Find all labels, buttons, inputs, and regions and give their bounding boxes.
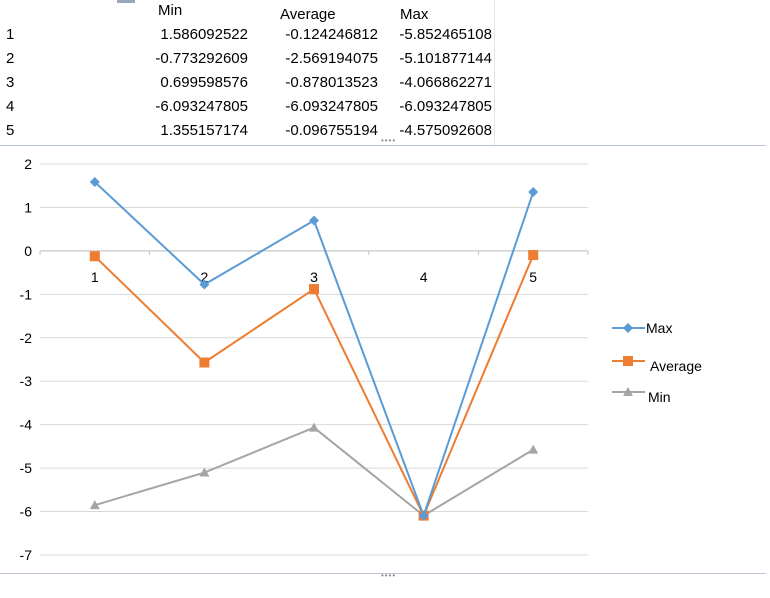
x-tick-label: 4	[420, 269, 428, 285]
data-point-max[interactable]	[89, 176, 100, 187]
data-point-min[interactable]	[199, 467, 210, 477]
data-point-max[interactable]	[199, 279, 210, 290]
data-point-max[interactable]	[418, 510, 429, 521]
cell-max[interactable]: -6.093247805	[399, 98, 492, 115]
y-tick-label: -1	[20, 286, 33, 302]
y-tick-label: 1	[24, 199, 32, 215]
legend-marker-min	[623, 387, 633, 396]
data-point-average[interactable]	[89, 251, 100, 262]
cell-average[interactable]: -0.096755194	[285, 122, 378, 139]
data-point-average[interactable]	[528, 250, 539, 261]
cell-max[interactable]: -5.852465108	[399, 26, 492, 43]
cell-average[interactable]: -6.093247805	[285, 98, 378, 115]
legend-label-max[interactable]: Max	[646, 320, 672, 336]
cell-average[interactable]: -0.124246812	[285, 26, 378, 43]
cell-min[interactable]: 0.699598576	[160, 74, 248, 91]
y-tick-label: 0	[24, 243, 32, 259]
y-tick-label: -4	[20, 417, 33, 433]
cell-average[interactable]: -0.878013523	[285, 74, 378, 91]
cell-min[interactable]: 1.586092522	[160, 26, 248, 43]
legend-marker-average	[623, 356, 633, 366]
x-tick-label: 1	[91, 269, 99, 285]
series-line-max	[94, 181, 535, 517]
row-id: 2	[6, 50, 15, 67]
line-chart: 2 1 0 -1 -2 -3 -4 -5 -6 -7 1 2 3 4 5 Max Average Min	[20, 156, 703, 563]
legend-marker-max	[623, 323, 633, 333]
legend-label-min[interactable]: Min	[648, 389, 671, 405]
resize-handle-icon[interactable]: ••••	[381, 136, 397, 145]
cell-average[interactable]: -2.569194075	[285, 50, 378, 67]
header-average: Average	[280, 6, 336, 23]
series-line-min	[94, 426, 534, 517]
cell-max[interactable]: -4.066862271	[399, 74, 492, 91]
x-tick-label: 3	[310, 269, 318, 285]
chart-area[interactable]: 2 1 0 -1 -2 -3 -4 -5 -6 -7 1 2 3 4 5 Max Average Min	[0, 145, 766, 574]
chart-frame-border	[0, 573, 766, 574]
column-header-marker	[117, 0, 135, 3]
y-tick-label: -2	[20, 330, 33, 346]
data-point-min[interactable]	[309, 422, 319, 432]
row-id: 5	[6, 122, 15, 139]
cell-min[interactable]: -0.773292609	[155, 50, 248, 67]
data-sheet: Min Average Max 1 1.586092522 -0.1242468…	[0, 0, 495, 145]
row-id: 4	[6, 98, 15, 115]
y-tick-label: -6	[20, 504, 33, 520]
header-max: Max	[400, 6, 429, 23]
cell-max[interactable]: -4.575092608	[399, 122, 492, 139]
data-point-min[interactable]	[89, 500, 100, 510]
y-tick-label: -7	[20, 547, 33, 563]
x-tick-label: 5	[529, 269, 537, 285]
y-tick-label: -5	[20, 460, 33, 476]
legend-label-average[interactable]: Average	[650, 358, 702, 374]
cell-max[interactable]: -5.101877144	[399, 50, 492, 67]
row-id: 1	[6, 26, 15, 43]
data-point-average[interactable]	[309, 284, 319, 295]
sheet-gridline	[494, 0, 495, 145]
cell-min[interactable]: -6.093247805	[155, 98, 248, 115]
data-point-max[interactable]	[309, 215, 319, 226]
x-tick-label: 2	[201, 269, 209, 285]
data-point-max[interactable]	[528, 187, 539, 198]
y-tick-label: -3	[20, 373, 33, 389]
header-min: Min	[158, 2, 183, 19]
cell-min[interactable]: 1.355157174	[160, 122, 248, 139]
data-point-average[interactable]	[199, 357, 210, 368]
y-tick-label: 2	[24, 156, 32, 172]
row-id: 3	[6, 74, 15, 91]
data-point-min[interactable]	[528, 444, 539, 454]
chart-resize-handle-icon[interactable]: ••••	[381, 571, 397, 580]
